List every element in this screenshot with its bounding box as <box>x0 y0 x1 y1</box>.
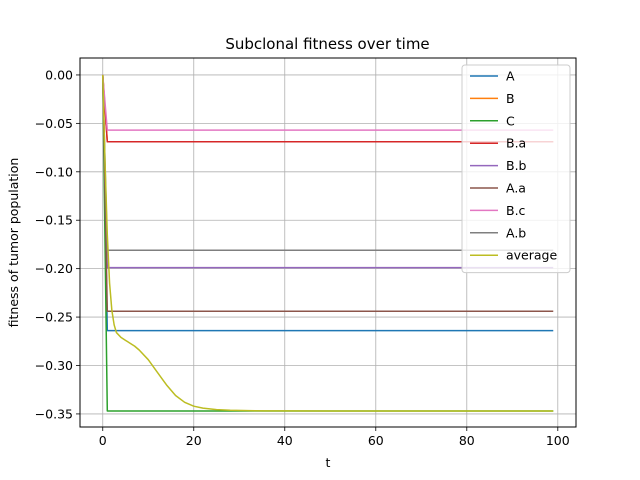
y-tick-label: 0.00 <box>45 67 73 82</box>
series-line-average <box>102 74 554 412</box>
chart-title: Subclonal fitness over time <box>225 35 429 53</box>
series-line-b-c <box>102 74 554 131</box>
y-tick-label: −0.15 <box>35 213 73 228</box>
x-tick-label: 20 <box>186 433 202 448</box>
legend-label: B.a <box>506 136 526 151</box>
legend-label: average <box>506 248 557 263</box>
y-axis-label: fitness of tumor population <box>6 158 21 328</box>
x-tick-label: 80 <box>459 433 475 448</box>
y-tick-label: −0.30 <box>35 358 73 373</box>
legend-label: A <box>506 69 515 84</box>
legend-label: B <box>506 91 515 106</box>
legend: ABC B.a B.b A.a B.c A.b average <box>461 64 571 274</box>
y-tick-label: −0.20 <box>35 261 73 276</box>
x-tick-label: 0 <box>99 433 107 448</box>
x-tick-label: 100 <box>546 433 570 448</box>
y-tick-label: −0.35 <box>35 406 73 421</box>
plot-frame <box>79 57 577 428</box>
y-tick-label: −0.05 <box>35 116 73 131</box>
x-tick-label: 60 <box>368 433 384 448</box>
axis-ticks: 0 20 40 60 80 100 0.00 −0.05 −0.10 −0.15 −0.20 −0.2… <box>35 67 570 448</box>
legend-box <box>461 64 571 274</box>
legend-label: A.a <box>506 181 526 196</box>
y-tick-label: −0.25 <box>35 310 73 325</box>
series-lines <box>102 74 554 412</box>
x-axis-label: t <box>326 455 331 470</box>
legend-label: C <box>506 113 515 128</box>
legend-label: B.b <box>506 158 527 173</box>
y-tick-label: −0.10 <box>35 164 73 179</box>
x-tick-label: 40 <box>277 433 293 448</box>
legend-label: B.c <box>506 203 526 218</box>
legend-label: A.b <box>506 225 526 240</box>
